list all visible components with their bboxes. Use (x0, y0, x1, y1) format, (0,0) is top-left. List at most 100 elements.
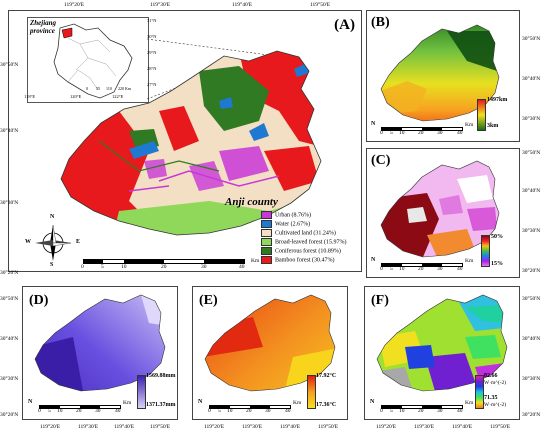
precipitation-map (34, 294, 166, 392)
lat-tick: 30°30'N (522, 376, 541, 382)
legend-swatch (261, 238, 272, 246)
lon-tick: 119°30'E (242, 424, 263, 430)
legend-item: Bamboo forest (30.47%) (261, 256, 335, 264)
north-arrow: N (28, 399, 33, 405)
slope-colorbar (481, 235, 490, 267)
lat-tick: 30°40'N (0, 128, 19, 134)
lat-tick: 30°30'N (522, 116, 541, 122)
colorbar-min-label: 3km (487, 123, 499, 129)
legend-swatch (261, 220, 272, 228)
inset-lon-tick: 120°E (70, 94, 82, 99)
panel-d-label: (D) (29, 293, 49, 308)
inset-lon-tick: 122°E (112, 94, 124, 99)
colorbar-min-label: 1371.37mm (146, 402, 176, 408)
panel-c-label: (C) (371, 153, 391, 168)
legend-swatch (261, 211, 272, 219)
north-arrow: N (370, 399, 375, 405)
compass-s: S (50, 262, 54, 268)
panel-f-radiation-map: (F) 82.66 W·m^(-2) 71.35 W·m^(-2) N 0 5 … (364, 286, 520, 420)
legend-item: Broad-leaved forest (15.97%) (261, 238, 346, 246)
precipitation-colorbar (137, 375, 146, 409)
panel-f-label: (F) (371, 293, 389, 308)
colorbar-max-label: 82.66 (484, 373, 498, 379)
colorbar-min-label: 71.35 (484, 395, 498, 401)
colorbar-max-unit: W·m^(-2) (484, 380, 507, 386)
lon-tick: 119°40'E (280, 424, 301, 430)
lon-tick: 119°20'E (64, 2, 85, 8)
lon-tick: 119°50'E (318, 424, 339, 430)
inset-scale-label: 220 Km (118, 86, 131, 91)
north-arrow: N (371, 121, 376, 127)
compass-icon (35, 224, 72, 261)
lat-tick: 30°50'N (0, 296, 19, 302)
slope-map (380, 160, 500, 258)
lat-tick: 30°40'N (0, 336, 19, 342)
lat-tick: 30°20'N (0, 270, 19, 276)
colorbar-max-label: 17.92°C (316, 373, 337, 379)
north-arrow: N (198, 399, 203, 405)
lat-tick: 30°40'N (522, 188, 541, 194)
compass-n: N (50, 214, 55, 220)
panel-e-temperature-map: (E) 17.92°C 17.36°C N 0 5 10 20 30 40 Km (192, 286, 348, 420)
lat-tick: 30°20'N (522, 268, 541, 274)
lon-tick: 119°40'E (452, 424, 473, 430)
lon-tick: 119°50'E (310, 2, 331, 8)
radiation-colorbar (475, 375, 484, 409)
legend-item: Cultivated land (31.24%) (261, 229, 336, 237)
lat-tick: 30°20'N (522, 412, 541, 418)
lon-tick: 119°50'E (150, 424, 171, 430)
colorbar-max-label: 50% (491, 234, 503, 240)
legend-item: Coniferous forest (10.89%) (261, 247, 341, 255)
inset-scale-label: 110 (106, 86, 112, 91)
legend-swatch (261, 229, 272, 237)
lat-tick: 30°40'N (522, 76, 541, 82)
compass-w: W (25, 239, 31, 245)
inset-scale-label: 0 (86, 86, 88, 91)
radiation-map (376, 294, 508, 392)
compass-rose: N S W E (25, 214, 80, 268)
anji-highlight (61, 27, 73, 39)
lat-tick: 30°20'N (0, 412, 19, 418)
lon-tick: 119°20'E (376, 424, 397, 430)
north-arrow: N (371, 257, 376, 263)
colorbar-max-label: 1497km (487, 97, 508, 103)
legend-swatch (261, 247, 272, 255)
lat-tick: 30°30'N (522, 228, 541, 234)
legend-item: Water (2.67%) (261, 220, 310, 228)
panel-b-elevation-map: (B) 1497km 3km N 0 5 10 20 30 40 Km (366, 10, 520, 142)
compass-e: E (76, 239, 81, 245)
lat-tick: 30°50'N (0, 62, 19, 68)
province-inset-map: Zhejiang province (27, 17, 149, 103)
panel-d-precipitation-map: (D) 1569.88mm 1371.37mm N 0 5 10 20 30 4… (22, 286, 178, 420)
colorbar-min-unit: W·m^(-2) (484, 402, 507, 408)
province-outline (53, 23, 133, 99)
lon-tick: 119°20'E (204, 424, 225, 430)
temperature-colorbar (307, 375, 316, 409)
panel-b-label: (B) (371, 15, 390, 30)
legend-swatch (261, 256, 272, 264)
inset-lat-tick: 28°N (147, 66, 157, 71)
colorbar-min-label: 15% (491, 261, 503, 267)
legend-item: Urban (8.76%) (261, 211, 311, 219)
inset-lat-tick: 31°N (147, 18, 157, 23)
inset-scale-label: 55 (96, 86, 100, 91)
inset-lat-tick: 29°N (147, 50, 157, 55)
scale-bar: 0 5 10 20 30 40 Km (81, 258, 260, 270)
temperature-map (204, 294, 336, 392)
lon-tick: 119°50'E (490, 424, 511, 430)
lat-tick: 30°40'N (522, 336, 541, 342)
inset-lat-tick: 30°N (147, 34, 157, 39)
lat-tick: 30°50'N (522, 296, 541, 302)
county-title: Anji county (225, 196, 278, 208)
panel-e-label: (E) (199, 293, 218, 308)
lat-tick: 30°30'N (0, 200, 19, 206)
lat-tick: 30°30'N (0, 376, 19, 382)
inset-lon-tick: 118°E (24, 94, 36, 99)
colorbar-min-label: 17.36°C (316, 402, 337, 408)
inset-lat-tick: 27°N (147, 82, 157, 87)
panel-c-slope-map: (C) 50% 15% N 0 5 10 20 30 40 Km (366, 148, 520, 278)
colorbar-max-label: 1569.88mm (146, 373, 176, 379)
province-label: Zhejiang province (30, 19, 57, 35)
lon-tick: 119°30'E (150, 2, 171, 8)
lon-tick: 119°30'E (414, 424, 435, 430)
